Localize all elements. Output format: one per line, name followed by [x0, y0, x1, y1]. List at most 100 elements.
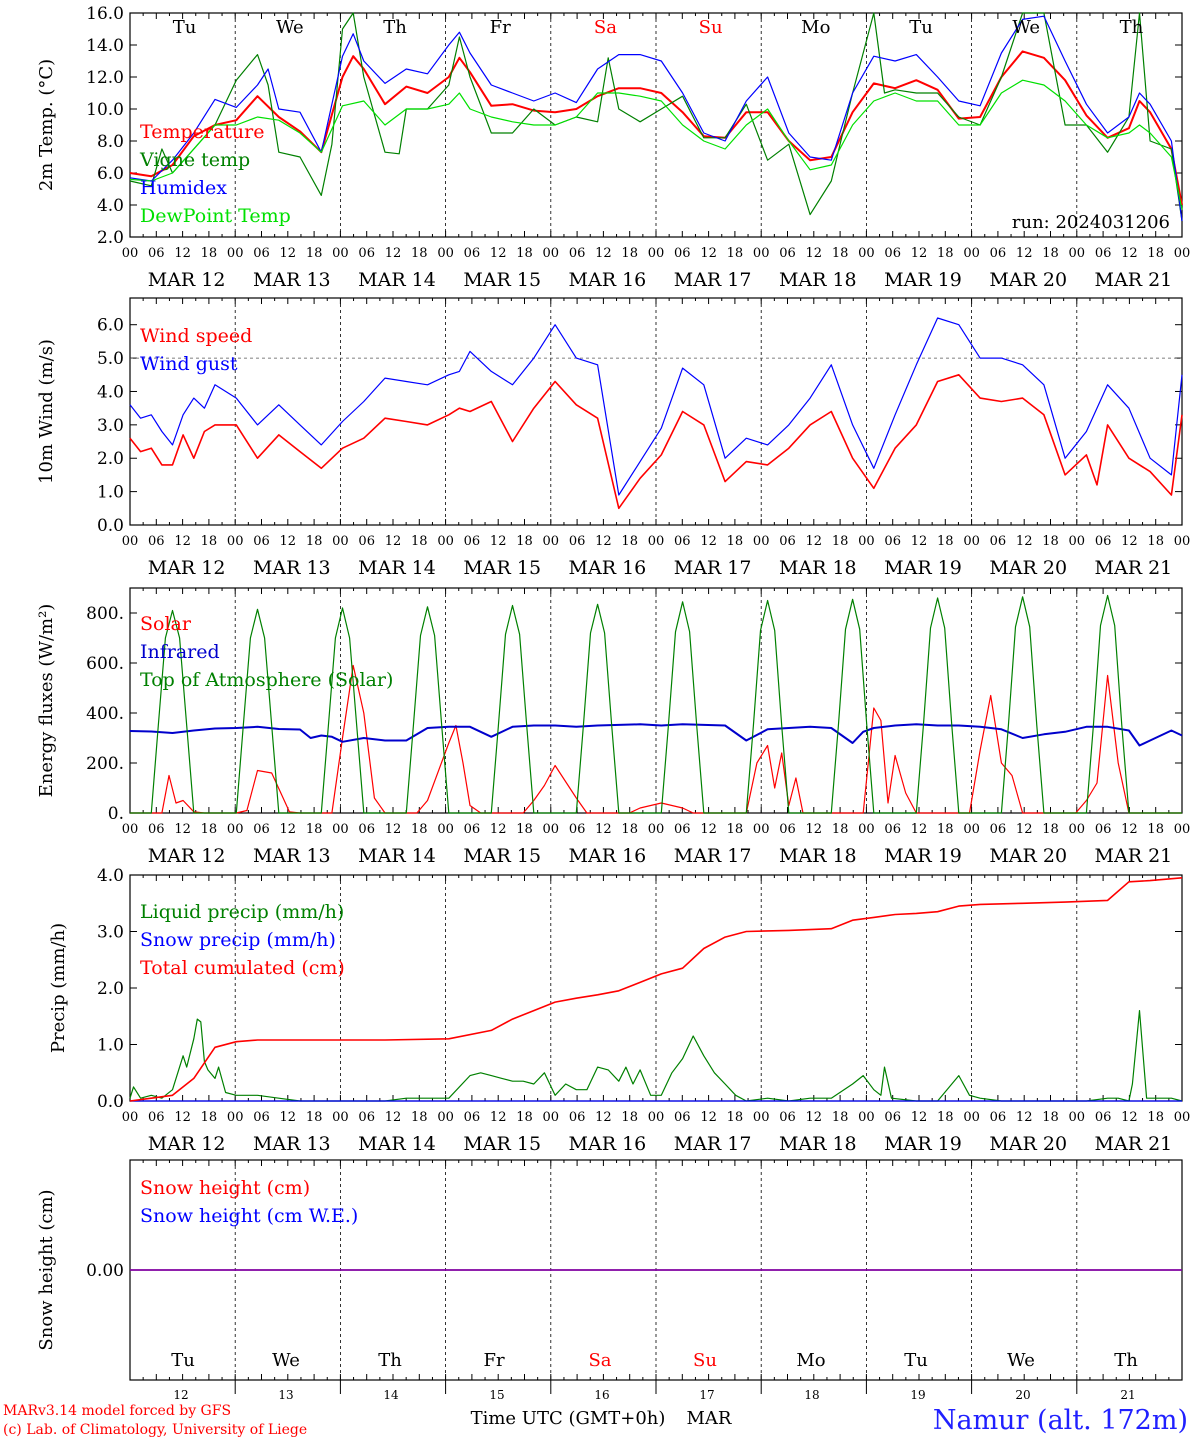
run-label: run: 2024031206 [1012, 212, 1170, 233]
weekday-label: Mo [801, 17, 830, 38]
hour-tick-label: 12 [806, 246, 823, 261]
hour-tick-label: 00 [858, 822, 875, 837]
hour-tick-label: 06 [990, 534, 1007, 549]
y-tick-label: 200. [86, 754, 124, 774]
y-tick-label: 1.0 [97, 1036, 124, 1056]
hour-tick-label: 06 [1095, 246, 1112, 261]
series-line-wind-speed [129, 373, 1183, 510]
date-label: MAR 18 [779, 1133, 857, 1155]
hour-tick-label: 18 [937, 246, 954, 261]
hour-tick-label: 18 [1042, 246, 1059, 261]
y-tick-label: 8.0 [97, 132, 124, 152]
hour-tick-label: 12 [174, 246, 191, 261]
y-tick-label: 16.0 [86, 4, 124, 24]
hour-tick-label: 00 [437, 534, 454, 549]
hour-tick-label: 18 [621, 534, 638, 549]
hour-tick-label: 00 [437, 1110, 454, 1125]
series-line-top-of-atmosphere-solar- [130, 594, 1182, 814]
hour-tick-label: 18 [621, 246, 638, 261]
hour-tick-label: 12 [700, 246, 717, 261]
y-tick-label: 4.0 [97, 866, 124, 886]
date-label: MAR 19 [884, 557, 962, 579]
y-axis-title: Snow height (cm) [36, 1189, 57, 1350]
hour-tick-label: 00 [1174, 534, 1191, 549]
panel-frame [129, 587, 1183, 814]
date-label: MAR 19 [884, 1133, 962, 1155]
hour-tick-label: 18 [306, 246, 323, 261]
weekday-label: Tu [909, 17, 933, 38]
hour-tick-label: 06 [148, 822, 165, 837]
hour-tick-label: 06 [1095, 534, 1112, 549]
hour-tick-label: 06 [358, 246, 375, 261]
hour-tick-label: 00 [753, 246, 770, 261]
bottom-weekday-th-1: Th [378, 1350, 402, 1371]
hour-tick-label: 06 [464, 246, 481, 261]
hour-tick-label: 12 [174, 1110, 191, 1125]
hour-tick-label: 12 [595, 822, 612, 837]
hour-tick-label: 18 [832, 246, 849, 261]
hour-tick-label: 18 [1042, 822, 1059, 837]
hour-tick-label: 06 [148, 1110, 165, 1125]
hour-tick-label: 00 [122, 822, 139, 837]
hour-tick-label: 00 [227, 822, 244, 837]
bottom-weekday-th-2: Th [1114, 1350, 1138, 1371]
hour-tick-label: 00 [1069, 534, 1086, 549]
hour-tick-label: 00 [543, 534, 560, 549]
hour-tick-label: 12 [911, 534, 928, 549]
y-tick-label: 4.0 [97, 382, 124, 402]
hour-tick-label: 18 [411, 246, 428, 261]
y-axis-title: 2m Temp. (°C) [36, 59, 57, 191]
hour-tick-label: 18 [1147, 246, 1164, 261]
hour-tick-label: 18 [621, 822, 638, 837]
bottom-weekday-fr: Fr [483, 1350, 504, 1371]
y-tick-label: 3.0 [97, 416, 124, 436]
hour-tick-label: 12 [490, 822, 507, 837]
hour-tick-label: 00 [543, 1110, 560, 1125]
hour-tick-label: 06 [358, 1110, 375, 1125]
date-label: MAR 12 [148, 845, 226, 867]
hour-tick-label: 12 [1016, 534, 1033, 549]
hour-tick-label: 00 [753, 534, 770, 549]
y-tick-label: 0. [108, 804, 124, 824]
hour-tick-label: 06 [990, 1110, 1007, 1125]
hour-tick-label: 00 [227, 1110, 244, 1125]
hour-tick-label: 12 [1121, 246, 1138, 261]
hour-tick-label: 06 [358, 822, 375, 837]
hour-tick-label: 12 [1121, 1110, 1138, 1125]
hour-tick-label: 12 [1121, 534, 1138, 549]
weekday-label: Fr [490, 17, 511, 38]
legend-entry: Liquid precip (mm/h) [140, 901, 344, 923]
date-label: MAR 14 [358, 1133, 436, 1155]
bottom-weekday-we-2: We [1007, 1350, 1035, 1371]
y-tick-label: 1.0 [97, 483, 124, 503]
hour-tick-label: 18 [1147, 822, 1164, 837]
hour-tick-label: 06 [884, 822, 901, 837]
hour-tick-label: 18 [411, 822, 428, 837]
bottom-weekday-su: Su [693, 1350, 717, 1371]
y-axis-title: Energy fluxes (W/m²) [36, 604, 57, 798]
hour-tick-label: 00 [122, 246, 139, 261]
hour-tick-label: 06 [253, 822, 270, 837]
panel-1: 2.0 4.0 6.0 8.0 10.0 12.0 14.0 16.0 2m Temp. (°C… [36, 4, 1190, 291]
hour-tick-label: 18 [832, 534, 849, 549]
panel-2: 0.0 1.0 2.0 3.0 4.0 5.0 6.0 10m Wind (m/s) Wind … [36, 297, 1191, 579]
hour-tick-label: 12 [385, 534, 402, 549]
hour-tick-label: 00 [858, 246, 875, 261]
hour-tick-label: 00 [437, 246, 454, 261]
hour-tick-label: 18 [306, 534, 323, 549]
date-label: MAR 19 [884, 269, 962, 291]
hour-tick-label: 18 [727, 246, 744, 261]
date-label: MAR 15 [463, 269, 541, 291]
hour-tick-label: 12 [280, 1110, 297, 1125]
date-label: MAR 12 [148, 269, 226, 291]
hour-tick-label: 00 [648, 1110, 665, 1125]
day-number-20: 20 [1015, 1388, 1030, 1402]
hour-tick-label: 18 [937, 1110, 954, 1125]
series-line-vigne-temp [129, 12, 1183, 222]
hour-tick-label: 00 [332, 534, 349, 549]
date-label: MAR 17 [674, 1133, 752, 1155]
hour-tick-label: 00 [648, 534, 665, 549]
date-label: MAR 18 [779, 845, 857, 867]
hour-tick-label: 06 [1095, 822, 1112, 837]
hour-tick-label: 06 [990, 246, 1007, 261]
